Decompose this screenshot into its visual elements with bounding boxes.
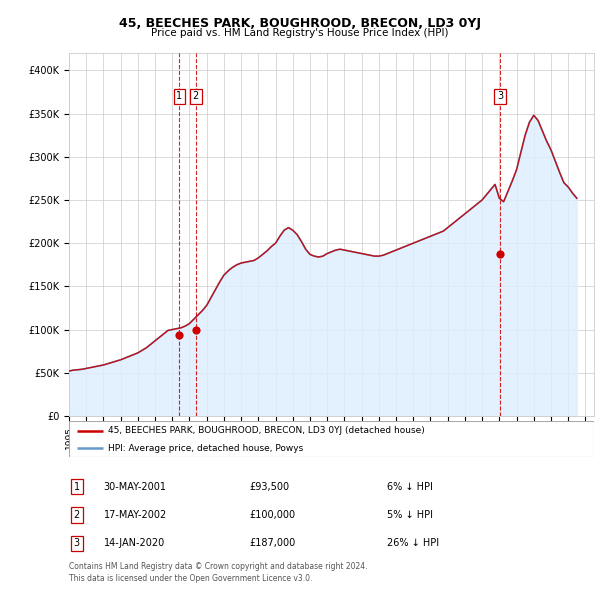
Text: 2: 2 — [74, 510, 80, 520]
Text: Contains HM Land Registry data © Crown copyright and database right 2024.
This d: Contains HM Land Registry data © Crown c… — [69, 562, 367, 583]
Text: 3: 3 — [74, 539, 80, 548]
Point — [495, 250, 505, 259]
Text: 45, BEECHES PARK, BOUGHROOD, BRECON, LD3 0YJ: 45, BEECHES PARK, BOUGHROOD, BRECON, LD3… — [119, 17, 481, 30]
Text: 3: 3 — [497, 91, 503, 101]
Text: £100,000: £100,000 — [249, 510, 295, 520]
Point — [175, 330, 184, 340]
Text: 5% ↓ HPI: 5% ↓ HPI — [387, 510, 433, 520]
Text: Price paid vs. HM Land Registry's House Price Index (HPI): Price paid vs. HM Land Registry's House … — [151, 28, 449, 38]
Text: 1: 1 — [74, 482, 80, 491]
Text: 17-MAY-2002: 17-MAY-2002 — [104, 510, 167, 520]
Text: 45, BEECHES PARK, BOUGHROOD, BRECON, LD3 0YJ (detached house): 45, BEECHES PARK, BOUGHROOD, BRECON, LD3… — [109, 427, 425, 435]
Text: 26% ↓ HPI: 26% ↓ HPI — [387, 539, 439, 548]
Text: 6% ↓ HPI: 6% ↓ HPI — [387, 482, 433, 491]
Point — [191, 325, 200, 335]
Text: £187,000: £187,000 — [249, 539, 295, 548]
Text: 14-JAN-2020: 14-JAN-2020 — [104, 539, 165, 548]
Text: 2: 2 — [193, 91, 199, 101]
Text: £93,500: £93,500 — [249, 482, 289, 491]
Text: 1: 1 — [176, 91, 182, 101]
Text: 30-MAY-2001: 30-MAY-2001 — [104, 482, 167, 491]
Text: HPI: Average price, detached house, Powys: HPI: Average price, detached house, Powy… — [109, 444, 304, 453]
